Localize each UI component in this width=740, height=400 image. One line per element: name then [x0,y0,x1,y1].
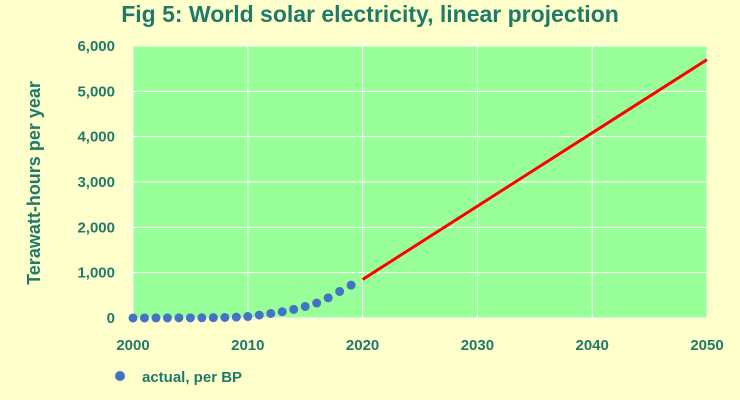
legend: actual, per BP [115,369,242,386]
actual-data-point [323,293,333,303]
x-tick-label: 2030 [461,337,494,354]
gridlines [132,45,708,319]
actual-data-point [197,313,207,323]
actual-data-point [151,313,161,323]
legend-marker-actual [115,371,125,381]
actual-data-point [312,298,322,308]
tick-labels: 0 1,000 2,000 3,000 4,000 5,000 6,000 2000 2010 2… [77,38,723,354]
actual-data-point [289,304,299,314]
actual-data-point [208,313,218,323]
actual-data-point [139,313,149,323]
y-tick-label: 2,000 [77,219,115,236]
actual-data-point [128,313,138,323]
actual-data-point [185,313,195,323]
actual-data-point [335,286,345,296]
y-tick-label: 1,000 [77,265,115,282]
x-tick-label: 2020 [346,337,379,354]
x-tick-label: 2040 [576,337,609,354]
actual-data-point [174,313,184,323]
y-axis-label: Terawatt-hours per year [24,81,44,285]
actual-data-point [266,308,276,318]
y-tick-label: 6,000 [77,38,115,55]
actual-data-point [243,312,253,322]
y-tick-label: 0 [107,310,115,327]
actual-data-point [162,313,172,323]
chart-title: Fig 5: World solar electricity, linear p… [121,1,619,27]
y-tick-label: 4,000 [77,129,115,146]
data-marks [128,58,708,323]
y-tick-label: 3,000 [77,174,115,191]
actual-data-point [346,280,356,290]
legend-label-actual: actual, per BP [142,369,242,386]
actual-data-point [300,301,310,311]
x-tick-label: 2010 [231,337,264,354]
actual-data-point [220,312,230,322]
y-tick-label: 5,000 [77,83,115,100]
projection-line [361,58,708,281]
actual-data-point [231,312,241,322]
x-tick-label: 2050 [690,337,723,354]
actual-data-point [254,310,264,320]
actual-data-point [277,307,287,317]
x-tick-label: 2000 [116,337,149,354]
